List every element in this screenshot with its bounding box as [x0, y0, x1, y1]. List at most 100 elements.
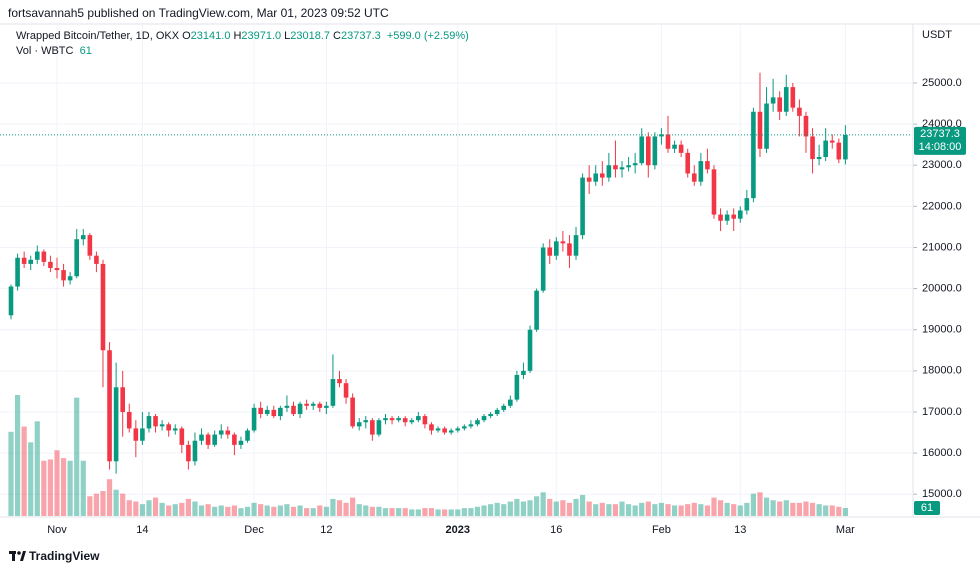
- volume-bar: [34, 421, 40, 516]
- candle-body: [48, 261, 53, 269]
- volume-bar: [382, 508, 389, 516]
- symbol-legend: Wrapped Bitcoin/Tether, 1D, OKX O23141.0…: [16, 30, 469, 42]
- candle-body: [691, 173, 697, 182]
- candle-body: [120, 387, 125, 412]
- ohlc-value: 23141.0: [190, 30, 231, 42]
- candle-body: [251, 407, 257, 431]
- x-tick-label: Dec: [244, 524, 264, 536]
- candle-body: [146, 416, 152, 429]
- candle-body: [685, 152, 691, 174]
- volume-bar: [415, 509, 421, 516]
- volume-bar: [547, 498, 553, 516]
- candle-body: [619, 167, 625, 170]
- volume-badge-label: 61: [921, 502, 933, 514]
- volume-bar: [481, 505, 487, 516]
- candle-body: [356, 422, 362, 427]
- change: +599.0 (+2.59%): [386, 30, 469, 42]
- volume-bar: [579, 494, 586, 516]
- volume-bar: [658, 502, 665, 516]
- volume-bar: [330, 498, 336, 516]
- candle-body: [448, 430, 454, 433]
- volume-bar: [501, 504, 507, 516]
- volume-layer: [8, 395, 848, 516]
- volume-bar: [625, 504, 632, 516]
- candle-body: [652, 136, 658, 166]
- last-price-label: 23737.3: [920, 128, 960, 140]
- volume-bar: [599, 502, 605, 516]
- candle-body: [94, 255, 99, 264]
- volume-bar: [290, 506, 297, 516]
- candle-body: [488, 414, 493, 417]
- candle-body: [186, 444, 191, 462]
- volume-bar: [757, 492, 763, 516]
- volume-bar: [704, 505, 711, 516]
- volume-bar: [809, 502, 816, 516]
- volume-bar: [823, 505, 829, 516]
- currency-label: USDT: [922, 29, 952, 41]
- candle-body: [843, 134, 848, 160]
- volume-bar: [74, 397, 80, 516]
- volume-bar: [251, 502, 257, 516]
- y-tick-label: 20000.0: [922, 283, 962, 295]
- candle-body: [87, 235, 93, 256]
- candle-body: [107, 350, 112, 462]
- volume-bar: [763, 497, 770, 516]
- volume-bar: [336, 500, 343, 516]
- volume-bar: [612, 504, 619, 516]
- volume-bar: [573, 498, 579, 516]
- volume-bar: [507, 501, 513, 516]
- candle-body: [501, 405, 507, 410]
- volume-bar: [442, 509, 448, 516]
- candle-body: [238, 440, 244, 445]
- volume-bar: [258, 504, 264, 516]
- volume-bar: [192, 501, 198, 516]
- y-tick-label: 17000.0: [922, 406, 962, 418]
- candle-body: [731, 214, 736, 219]
- volume-bar: [67, 460, 73, 516]
- symbol: Wrapped Bitcoin/Tether, 1D, OKX: [16, 30, 180, 42]
- volume-bar: [264, 505, 270, 516]
- candle-body: [113, 387, 119, 462]
- volume-bar: [619, 501, 625, 516]
- logo-part: [20, 551, 26, 561]
- volume-bar: [553, 501, 559, 516]
- volume-bar: [179, 502, 185, 516]
- volume-bar: [560, 500, 566, 516]
- candle-body: [580, 177, 585, 236]
- candle-body: [15, 257, 20, 287]
- candle-body: [54, 268, 60, 271]
- candle-body: [324, 405, 329, 408]
- volume-bar: [744, 502, 750, 516]
- candle-body: [665, 134, 671, 149]
- candle-body: [468, 424, 474, 427]
- candle-body: [133, 428, 139, 441]
- candle-body: [422, 416, 428, 425]
- candle-body: [416, 416, 421, 421]
- candle-body: [310, 403, 316, 406]
- candle-body: [534, 290, 539, 330]
- candle-body: [264, 409, 270, 415]
- volume-bar: [304, 508, 310, 516]
- publisher-line: fortsavannah5 published on TradingView.c…: [8, 6, 389, 20]
- volume-bar: [586, 501, 592, 516]
- countdown: 14:08:00: [919, 141, 962, 153]
- candle-body: [41, 251, 47, 262]
- volume-bar: [146, 500, 152, 516]
- candle-body: [166, 424, 171, 431]
- volume-bar: [455, 509, 461, 516]
- volume-bar: [185, 498, 191, 516]
- candle-body: [586, 177, 592, 182]
- candle-body: [797, 107, 802, 116]
- candle-body: [678, 144, 684, 153]
- candle-body: [803, 115, 809, 137]
- volume-bar: [343, 502, 349, 516]
- volume-value: 61: [79, 45, 92, 57]
- volume-bar: [534, 496, 540, 516]
- candle-body: [816, 157, 822, 160]
- volume-bar: [461, 508, 467, 516]
- ohlc-label: L: [284, 30, 291, 42]
- ohlc-legend: O23141.0 H23971.0 L23018.7 C23737.3: [182, 30, 384, 42]
- volume-bar: [54, 450, 60, 516]
- candle-body: [232, 434, 237, 445]
- candle-body: [770, 97, 776, 104]
